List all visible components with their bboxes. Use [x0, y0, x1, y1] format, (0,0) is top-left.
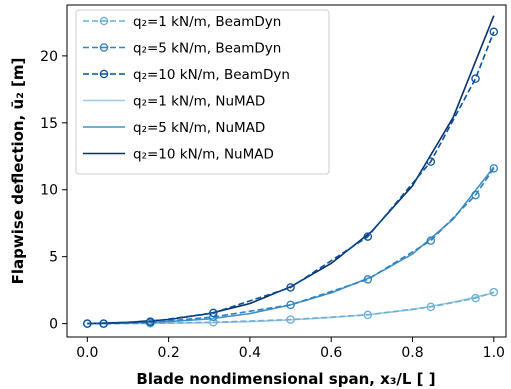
data-point: [146, 317, 155, 326]
legend-label: q₂=1 kN/m, BeamDyn: [133, 14, 281, 30]
data-point: [471, 293, 480, 303]
data-point: [209, 308, 218, 318]
legend-item: q₂=5 kN/m, BeamDyn: [83, 41, 281, 57]
tick-layer: 0.0 0.2 0.4 0.6 0.8 1.0 0 5 10 15 20: [40, 49, 505, 361]
data-point: [99, 319, 108, 328]
legend-label: q₂=5 kN/m, NuMAD: [133, 120, 265, 136]
data-point: [426, 236, 436, 245]
data-point: [83, 319, 92, 328]
data-point: [363, 275, 373, 284]
data-point: [209, 318, 218, 327]
series-layer: [83, 15, 499, 328]
legend-box: [75, 9, 330, 175]
legend-label: q₂=1 kN/m, NuMAD: [133, 94, 265, 110]
data-point: [426, 302, 436, 312]
x-tick-label: 0.4: [239, 345, 261, 361]
legend-marker: [99, 69, 109, 79]
x-tick-label: 0.0: [76, 345, 98, 361]
data-point: [286, 315, 295, 324]
y-tick-label: 5: [49, 250, 58, 266]
series-2: [83, 27, 499, 328]
data-point: [471, 190, 480, 200]
legend-label: q₂=10 kN/m, BeamDyn: [133, 67, 290, 83]
x-tick-label: 1.0: [483, 345, 505, 361]
legend-item: q₂=10 kN/m, NuMAD: [83, 147, 274, 163]
legend: q₂=1 kN/m, BeamDyn q₂=5 kN/m, BeamDyn q₂=1…: [75, 9, 330, 175]
data-point: [489, 287, 499, 297]
data-point: [363, 310, 373, 320]
y-tick-label: 15: [40, 116, 58, 132]
legend-marker: [99, 16, 109, 26]
y-axis-title: Flapwise deflection, ū₂ [m]: [9, 58, 27, 285]
legend-item: q₂=1 kN/m, NuMAD: [83, 94, 265, 110]
series-line: [87, 31, 495, 325]
data-point: [363, 232, 373, 241]
legend-item: q₂=1 kN/m, BeamDyn: [83, 14, 281, 30]
y-tick-label: 10: [40, 183, 58, 199]
data-point: [489, 27, 499, 37]
legend-item: q₂=5 kN/m, NuMAD: [83, 120, 265, 136]
y-tick-label: 20: [40, 49, 58, 65]
legend-label: q₂=10 kN/m, NuMAD: [133, 147, 274, 163]
x-tick-label: 0.6: [320, 345, 342, 361]
legend-item: q₂=10 kN/m, BeamDyn: [83, 67, 290, 83]
data-point: [426, 157, 436, 166]
legend-label: q₂=5 kN/m, BeamDyn: [133, 41, 281, 57]
data-point: [489, 164, 499, 173]
x-tick-label: 0.2: [157, 345, 179, 361]
x-axis-title: Blade nondimensional span, x₃/L [ ]: [136, 370, 435, 388]
y-tick-label: 0: [49, 317, 58, 333]
x-tick-label: 0.8: [401, 345, 423, 361]
legend-marker: [99, 43, 109, 52]
data-point: [286, 300, 295, 310]
data-point: [286, 283, 295, 292]
data-point: [471, 74, 480, 83]
